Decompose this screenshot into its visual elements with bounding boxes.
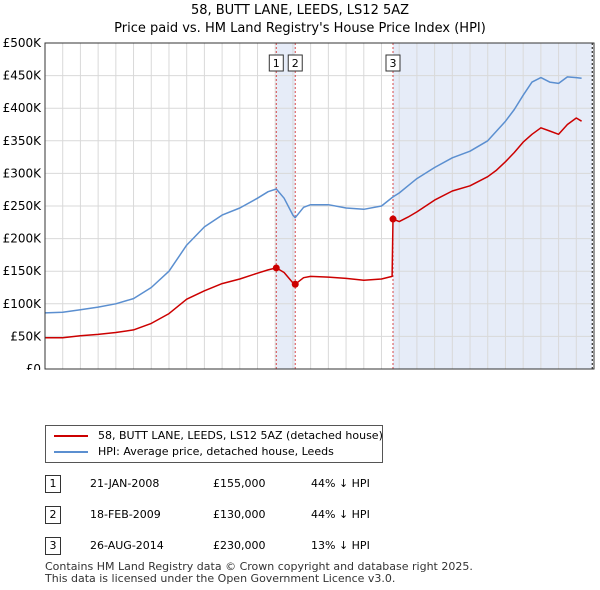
transaction-date: 21-JAN-2008 [90,477,160,490]
sale-point [389,215,397,223]
marker-box [385,54,401,72]
transaction-number: 2 [45,506,61,524]
footer-copyright: Contains HM Land Registry data © Crown c… [45,560,473,573]
transaction-price: £130,000 [213,508,266,521]
marker-label: 2 [292,57,299,70]
legend-label-property: 58, BUTT LANE, LEEDS, LS12 5AZ (detached… [98,429,383,442]
transaction-hpi-diff: 44% ↓ HPI [311,477,370,490]
legend-swatch-hpi [54,451,88,453]
y-tick-label: £300K [3,166,43,180]
footer-licence: This data is licensed under the Open Gov… [45,572,396,585]
y-tick-label: £50K [10,329,42,343]
transaction-date: 18-FEB-2009 [90,508,161,521]
transaction-price: £230,000 [213,539,266,552]
transaction-price: £155,000 [213,477,266,490]
chart-subtitle: Price paid vs. HM Land Registry's House … [114,21,486,36]
chart-title: 58, BUTT LANE, LEEDS, LS12 5AZ [190,3,410,18]
transaction-number: 3 [45,537,61,555]
marker-label: 3 [389,57,396,70]
plot-frame [44,42,595,370]
y-tick-label: £250K [3,199,43,213]
transaction-date: 26-AUG-2014 [90,539,164,552]
y-tick-label: £450K [3,69,43,83]
hpi-line [44,76,582,314]
y-tick-label: £350K [3,134,43,148]
legend-label-hpi: HPI: Average price, detached house, Leed… [98,445,334,458]
y-tick-label: £400K [3,101,43,115]
y-tick-label: £500K [3,36,43,50]
marker-box [268,54,284,72]
sale-point [272,264,280,272]
y-tick-label: £150K [3,264,43,278]
property-price-line [45,117,582,339]
legend-swatch-property [54,435,88,437]
y-tick-label: £200K [3,232,43,246]
transaction-hpi-diff: 44% ↓ HPI [311,508,370,521]
y-tick-label: £100K [3,297,43,311]
marker-box [287,54,303,72]
sale-point [291,280,299,288]
chart-legend: 58, BUTT LANE, LEEDS, LS12 5AZ (detached… [45,425,383,463]
transaction-hpi-diff: 13% ↓ HPI [311,539,370,552]
y-tick-label: £0 [26,362,41,370]
marker-label: 1 [273,57,280,70]
price-chart: £0 £50K £100K £150K £200K £250K £300K £350K £400… [3,36,595,370]
transaction-number: 1 [45,475,61,493]
